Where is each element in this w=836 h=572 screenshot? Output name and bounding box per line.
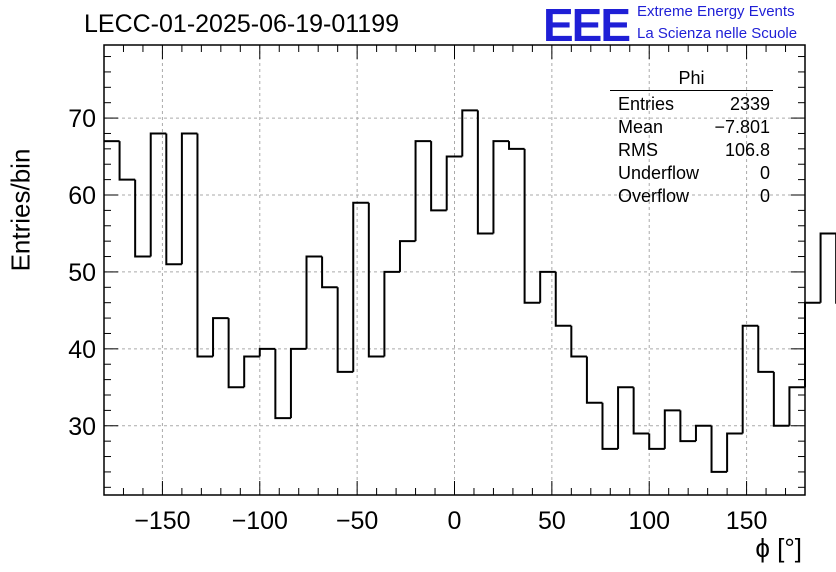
histogram-bin — [757, 325, 774, 373]
histogram-bin — [741, 324, 759, 434]
y-tick-label: 40 — [68, 336, 96, 364]
x-axis-label: ϕ [°] — [755, 533, 802, 563]
stats-overflow-value: 0 — [759, 186, 770, 206]
stats-row-rms: RMS 106.8 — [610, 140, 773, 163]
eee-logo: EEE — [543, 0, 631, 51]
histogram-bin — [352, 201, 369, 372]
x-tick-label: −100 — [232, 507, 288, 535]
stats-box: Phi Entries 2339 Mean −7.801 RMS 106.8 U… — [610, 68, 773, 209]
stats-title: Phi — [610, 68, 773, 91]
histogram-bin — [134, 179, 151, 258]
histogram-bin — [694, 424, 712, 442]
x-tick-label: 0 — [448, 507, 462, 535]
stats-mean-label: Mean — [618, 117, 664, 137]
histogram-bin — [398, 240, 416, 272]
histogram-bin — [601, 402, 619, 450]
stats-row-mean: Mean −7.801 — [610, 117, 773, 140]
histogram-bin — [804, 301, 821, 388]
stats-row-entries: Entries 2339 — [610, 94, 773, 117]
histogram-bin — [539, 270, 556, 303]
stats-row-underflow: Underflow 0 — [610, 163, 773, 186]
histogram-bin — [243, 355, 260, 388]
histogram-bin — [336, 287, 354, 373]
histogram-bin — [165, 133, 182, 266]
stats-rms-value: 106.8 — [724, 140, 770, 160]
y-tick-label: 30 — [68, 413, 96, 441]
histogram-bin — [383, 270, 400, 357]
histogram-bin — [149, 132, 167, 257]
histogram-bin — [585, 356, 603, 404]
x-tick-label: 100 — [628, 507, 670, 535]
chart-title: LECC-01-2025-06-19-01199 — [84, 10, 400, 38]
histogram-bin — [305, 255, 323, 349]
histogram-bin — [461, 109, 478, 157]
histogram-bin — [445, 155, 463, 211]
histogram-bin — [414, 140, 432, 242]
histogram-bin — [118, 141, 136, 181]
histogram-bin — [476, 110, 494, 235]
y-tick-label: 60 — [68, 182, 96, 210]
histogram-bin — [772, 371, 790, 427]
x-tick-label: −50 — [336, 507, 378, 535]
x-tick-label: 50 — [538, 507, 566, 535]
histogram-bin — [726, 432, 743, 472]
histogram-bin — [570, 325, 587, 358]
x-tick-label: 150 — [726, 507, 768, 535]
y-axis-label-box: Entries/bin — [6, 110, 36, 310]
stats-rms-label: RMS — [618, 140, 658, 160]
histogram-bin — [508, 141, 525, 150]
histogram-bin — [367, 202, 385, 358]
histogram-bin — [617, 386, 634, 449]
x-tick-label: −150 — [134, 507, 190, 535]
stats-row-overflow: Overflow 0 — [610, 186, 773, 209]
logo-line-1: Extreme Energy Events — [637, 3, 795, 20]
histogram-bin — [492, 140, 510, 234]
histogram-bin — [212, 317, 229, 357]
histogram-bin — [321, 256, 338, 289]
histogram-bin — [274, 348, 291, 420]
histogram-bin — [227, 318, 245, 389]
histogram-bin — [710, 425, 728, 473]
histogram-bin — [819, 232, 836, 303]
histogram-bin — [180, 132, 198, 265]
histogram-bin — [258, 347, 276, 357]
histogram-bin — [523, 148, 541, 304]
histogram-bin — [679, 410, 696, 443]
stats-entries-label: Entries — [618, 94, 675, 114]
stats-mean-value: −7.801 — [714, 117, 770, 137]
histogram-bin — [430, 141, 447, 212]
histogram-bin — [788, 386, 805, 426]
histogram-bin — [663, 409, 681, 449]
y-tick-label: 70 — [68, 105, 96, 133]
stats-overflow-label: Overflow — [618, 186, 690, 206]
histogram-bin — [554, 271, 572, 327]
histogram-bin — [648, 433, 665, 450]
stats-underflow-label: Underflow — [618, 163, 700, 183]
y-tick-label: 50 — [68, 259, 96, 287]
stats-entries-value: 2339 — [729, 94, 770, 114]
y-axis-label: Entries/bin — [5, 148, 36, 272]
logo-line-2: La Scienza nelle Scuole — [637, 25, 798, 42]
histogram-bin — [632, 387, 650, 435]
histogram-bin — [289, 347, 307, 419]
stats-underflow-value: 0 — [759, 163, 770, 183]
histogram-bin — [196, 133, 214, 358]
